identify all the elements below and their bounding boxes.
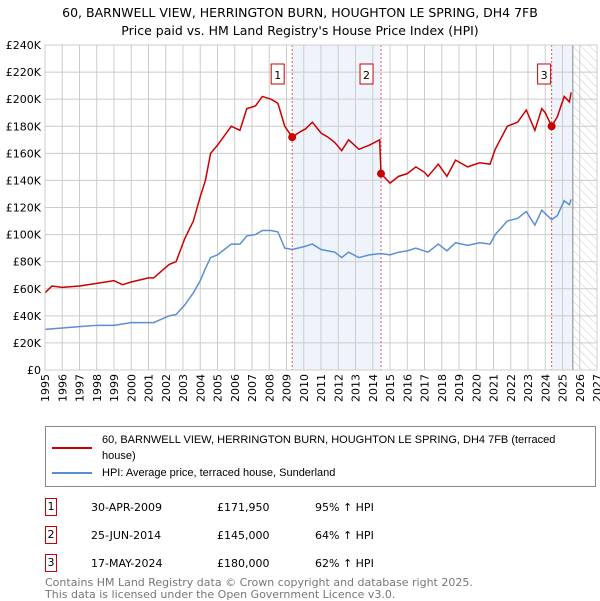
sale-marker-label: 2 — [363, 69, 370, 82]
x-tick-label: 2002 — [160, 374, 173, 402]
footer-copyright: Contains HM Land Registry data © Crown c… — [45, 576, 473, 589]
x-tick-label: 2004 — [194, 374, 207, 402]
x-tick-label: 2019 — [453, 374, 466, 402]
x-tick-label: 2024 — [539, 374, 552, 402]
y-tick-label: £160K — [6, 147, 42, 160]
chart-title: 60, BARNWELL VIEW, HERRINGTON BURN, HOUG… — [0, 4, 600, 40]
sale-row: 3 17-MAY-2024 £180,000 62% ↑ HPI — [45, 553, 596, 573]
x-tick-label: 2003 — [177, 374, 190, 402]
sale-marker-box — [359, 63, 374, 85]
x-tick-label: 2017 — [419, 374, 432, 402]
sale-marker-label: 1 — [274, 69, 281, 82]
series-line — [44, 92, 572, 294]
legend-label-hpi: HPI: Average price, terraced house, Sund… — [102, 467, 336, 479]
footer: Contains HM Land Registry data © Crown c… — [45, 577, 596, 601]
x-tick-label: 2021 — [488, 374, 501, 402]
y-tick-label: £40K — [13, 310, 42, 323]
series-line — [44, 199, 572, 331]
x-tick-label: 2010 — [298, 374, 311, 402]
sale-marker-label: 2 — [45, 526, 57, 544]
sale-price: £180,000 — [217, 556, 270, 570]
x-tick-label: 2015 — [384, 374, 397, 402]
y-tick-label: £100K — [6, 229, 42, 242]
x-tick-label: 2027 — [591, 374, 600, 402]
x-tick-label: 2018 — [436, 374, 449, 402]
sale-hpi-change: 64% ↑ HPI — [315, 528, 374, 542]
x-tick-label: 2000 — [125, 374, 138, 402]
x-tick-label: 2009 — [281, 374, 294, 402]
sale-date: 17-MAY-2024 — [91, 556, 163, 570]
y-tick-label: £200K — [6, 93, 42, 106]
x-tick-label: 2022 — [505, 374, 518, 402]
sale-point — [288, 133, 297, 142]
sale-price: £145,000 — [217, 528, 270, 542]
x-tick-label: 1997 — [74, 374, 87, 402]
sale-marker-box — [537, 63, 552, 85]
sale-point — [377, 169, 386, 178]
legend-label-property: 60, BARNWELL VIEW, HERRINGTON BURN, HOUG… — [102, 434, 556, 462]
sale-date: 25-JUN-2014 — [91, 528, 162, 542]
x-tick-label: 2016 — [401, 374, 414, 402]
legend: 60, BARNWELL VIEW, HERRINGTON BURN, HOUG… — [45, 426, 596, 487]
x-tick-label: 2006 — [229, 374, 242, 402]
footer-licence: This data is licensed under the Open Gov… — [45, 588, 396, 601]
x-tick-label: 2011 — [315, 374, 328, 402]
x-tick-label: 1995 — [39, 374, 52, 402]
x-tick-label: 2001 — [143, 374, 156, 402]
sales-table: 1 30-APR-2009 £171,950 95% ↑ HPI 2 25-JUN… — [45, 497, 596, 573]
sale-row: 2 25-JUN-2014 £145,000 64% ↑ HPI — [45, 525, 596, 545]
x-tick-label: 2026 — [574, 374, 587, 402]
sale-hpi-change: 95% ↑ HPI — [315, 500, 374, 514]
x-tick-label: 2025 — [557, 374, 570, 402]
subtitle-line: Price paid vs. HM Land Registry's House … — [121, 23, 479, 38]
y-tick-label: £220K — [6, 66, 42, 79]
below-chart: 60, BARNWELL VIEW, HERRINGTON BURN, HOUG… — [45, 426, 596, 601]
sale-price: £171,950 — [217, 500, 270, 514]
y-tick-label: £60K — [13, 283, 42, 296]
y-tick-label: £120K — [6, 202, 42, 215]
sale-point — [547, 122, 556, 131]
sale-row: 1 30-APR-2009 £171,950 95% ↑ HPI — [45, 497, 596, 517]
sale-marker-label: 3 — [45, 554, 57, 572]
sale-marker-label: 1 — [45, 498, 57, 516]
y-tick-label: £0 — [27, 364, 41, 377]
x-tick-label: 1998 — [91, 374, 104, 402]
sale-marker-box — [270, 63, 285, 85]
x-tick-label: 2013 — [350, 374, 363, 402]
sale-marker-label: 3 — [541, 69, 548, 82]
legend-swatch-hpi — [52, 472, 92, 474]
x-tick-label: 2020 — [470, 374, 483, 402]
sale-hpi-change: 62% ↑ HPI — [315, 556, 374, 570]
plot-border — [44, 44, 598, 371]
x-tick-label: 2023 — [522, 374, 535, 402]
y-tick-label: £140K — [6, 174, 42, 187]
y-tick-label: £20K — [13, 337, 42, 350]
y-tick-label: £240K — [6, 39, 42, 52]
price-chart: 1995 1996 1997 1998 1999 2000 2001 2002 2003 2004… — [6, 39, 600, 402]
y-tick-label: £180K — [6, 120, 42, 133]
y-tick-label: £80K — [13, 256, 42, 269]
x-tick-label: 2012 — [332, 374, 345, 402]
sale-date: 30-APR-2009 — [91, 500, 163, 514]
x-tick-label: 2005 — [212, 374, 225, 402]
x-tick-label: 2014 — [367, 374, 380, 402]
x-tick-label: 2008 — [263, 374, 276, 402]
x-tick-label: 1999 — [108, 374, 121, 402]
title-line: 60, BARNWELL VIEW, HERRINGTON BURN, HOUG… — [62, 5, 538, 20]
x-tick-label: 1996 — [56, 374, 69, 402]
legend-swatch-property — [52, 447, 92, 449]
x-tick-label: 2007 — [246, 374, 259, 402]
